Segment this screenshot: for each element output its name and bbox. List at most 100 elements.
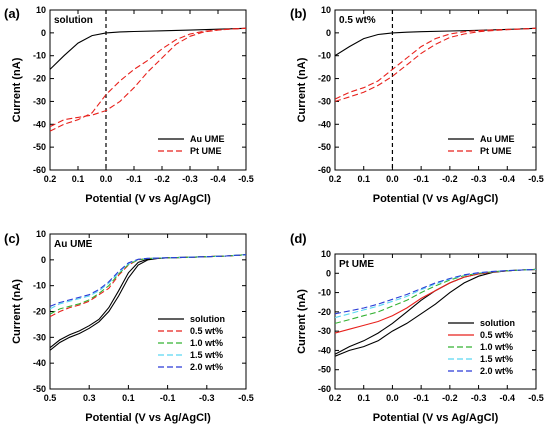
series-line-pt-ume bbox=[335, 27, 536, 102]
y-tick-label: -10 bbox=[318, 288, 331, 298]
x-tick-label: -0.5 bbox=[238, 174, 254, 184]
legend-label: solution bbox=[190, 314, 225, 324]
x-tick-label: 0.0 bbox=[100, 174, 113, 184]
y-tick-label: -10 bbox=[33, 51, 46, 61]
x-tick-label: -0.5 bbox=[528, 393, 544, 403]
y-tick-label: -40 bbox=[33, 358, 46, 368]
series-line-1-0-wt- bbox=[335, 268, 536, 324]
x-tick-label: 0.1 bbox=[72, 174, 85, 184]
legend-label: 0.5 wt% bbox=[190, 326, 223, 336]
legend-label: Pt UME bbox=[190, 146, 222, 156]
y-tick-label: 0 bbox=[41, 28, 46, 38]
y-axis-label: Current (nA) bbox=[296, 289, 308, 354]
y-tick-label: -30 bbox=[318, 326, 331, 336]
legend-label: Au UME bbox=[480, 134, 515, 144]
y-tick-label: -30 bbox=[33, 332, 46, 342]
series-line-2-0-wt- bbox=[335, 268, 536, 315]
inset-label: Au UME bbox=[54, 239, 93, 250]
series-line-return-sweep-2 bbox=[50, 27, 246, 128]
series-line-2-0-wt- bbox=[50, 254, 246, 307]
series-line-au-ume bbox=[335, 27, 536, 57]
x-tick-label: -0.1 bbox=[160, 393, 176, 403]
legend-label: 1.0 wt% bbox=[480, 342, 513, 352]
panel-b: 0.2 0.1 0.0 -0.1 -0.2 -0.3 -0.4 -0.5 10 0 -10 -20 -3… bbox=[290, 5, 544, 205]
x-tick-label: -0.4 bbox=[500, 174, 516, 184]
series-line-return-sweep-2 bbox=[335, 27, 536, 100]
y-tick-label: -40 bbox=[318, 345, 331, 355]
y-tick-label: -40 bbox=[318, 119, 331, 129]
panel-label: (b) bbox=[290, 6, 307, 21]
y-tick-label: -50 bbox=[318, 365, 331, 375]
y-tick-label: -20 bbox=[318, 307, 331, 317]
legend-label: 1.0 wt% bbox=[190, 338, 223, 348]
y-axis-label: Current (nA) bbox=[296, 57, 308, 122]
y-tick-label: -10 bbox=[318, 51, 331, 61]
x-tick-label: -0.4 bbox=[500, 393, 516, 403]
x-tick-label: -0.3 bbox=[471, 174, 487, 184]
x-tick-label: -0.5 bbox=[238, 393, 254, 403]
x-tick-label: 0.3 bbox=[83, 393, 96, 403]
y-tick-label: -60 bbox=[318, 384, 331, 394]
x-tick-label: -0.2 bbox=[442, 174, 458, 184]
x-tick-label: -0.2 bbox=[154, 174, 170, 184]
legend-label: 1.5 wt% bbox=[190, 350, 223, 360]
panel-d: 0.2 0.1 0.0 -0.1 -0.2 -0.3 -0.4 -0.5 10 0 -10 -20 -3… bbox=[290, 231, 544, 424]
x-tick-label: 0.0 bbox=[386, 174, 399, 184]
series-line-0-5-wt- bbox=[50, 254, 246, 318]
panel-label: (c) bbox=[4, 231, 20, 246]
y-tick-label: 0 bbox=[326, 28, 331, 38]
legend-label: solution bbox=[480, 318, 515, 328]
y-tick-label: -60 bbox=[318, 165, 331, 175]
inset-label: solution bbox=[54, 15, 93, 26]
x-tick-label: -0.1 bbox=[413, 393, 429, 403]
x-tick-label: -0.1 bbox=[413, 174, 429, 184]
legend-label: 0.5 wt% bbox=[480, 330, 513, 340]
y-tick-label: 10 bbox=[321, 249, 331, 259]
plot-frame bbox=[334, 253, 537, 390]
x-tick-label: 0.0 bbox=[386, 393, 399, 403]
legend-label: 2.0 wt% bbox=[190, 362, 223, 372]
x-tick-label: -0.3 bbox=[182, 174, 198, 184]
legend-label: 1.5 wt% bbox=[480, 354, 513, 364]
x-tick-label: 0.1 bbox=[357, 174, 370, 184]
legend-label: Pt UME bbox=[480, 146, 512, 156]
series-line-1-5-wt- bbox=[50, 254, 246, 310]
inset-label: 0.5 wt% bbox=[339, 15, 376, 26]
x-axis-label: Potential (V vs Ag/AgCl) bbox=[85, 193, 211, 205]
y-tick-label: -20 bbox=[33, 74, 46, 84]
x-tick-label: 0.1 bbox=[122, 393, 135, 403]
plot-frame bbox=[49, 9, 247, 171]
series-line-1-5-wt- bbox=[335, 268, 536, 319]
y-tick-label: -40 bbox=[33, 119, 46, 129]
panel-c: 0.5 0.3 0.1 -0.1 -0.3 -0.5 10 0 -10 -20 -30 -40 -50 P… bbox=[4, 229, 254, 424]
y-tick-label: -20 bbox=[318, 74, 331, 84]
y-tick-label: -30 bbox=[33, 96, 46, 106]
y-tick-label: 10 bbox=[36, 5, 46, 15]
y-tick-label: -60 bbox=[33, 165, 46, 175]
series-line-pt-ume bbox=[50, 27, 246, 132]
y-tick-label: 10 bbox=[321, 5, 331, 15]
x-tick-label: -0.4 bbox=[210, 174, 226, 184]
panel-label: (a) bbox=[4, 6, 20, 21]
y-tick-label: -50 bbox=[318, 142, 331, 152]
y-axis-label: Current (nA) bbox=[11, 57, 23, 122]
x-tick-label: -0.1 bbox=[126, 174, 142, 184]
x-tick-label: -0.5 bbox=[528, 174, 544, 184]
x-tick-label: 0.2 bbox=[44, 174, 57, 184]
y-tick-label: -50 bbox=[33, 142, 46, 152]
series-line-au-ume bbox=[50, 27, 246, 70]
x-axis-label: Potential (V vs Ag/AgCl) bbox=[85, 412, 211, 424]
y-tick-label: 0 bbox=[41, 255, 46, 265]
y-tick-label: -10 bbox=[33, 281, 46, 291]
x-axis-label: Potential (V vs Ag/AgCl) bbox=[373, 193, 499, 205]
panel-a: 0.2 0.1 0.0 -0.1 -0.2 -0.3 -0.4 -0.5 10 0 -10 -20 -3… bbox=[4, 5, 254, 205]
x-tick-label: -0.3 bbox=[199, 393, 215, 403]
x-tick-label: -0.2 bbox=[442, 393, 458, 403]
y-tick-label: -20 bbox=[33, 307, 46, 317]
legend-label: Au UME bbox=[190, 134, 225, 144]
x-tick-label: -0.3 bbox=[471, 393, 487, 403]
y-axis-label: Current (nA) bbox=[11, 279, 23, 344]
inset-label: Pt UME bbox=[339, 259, 374, 270]
panel-label: (d) bbox=[290, 231, 307, 246]
